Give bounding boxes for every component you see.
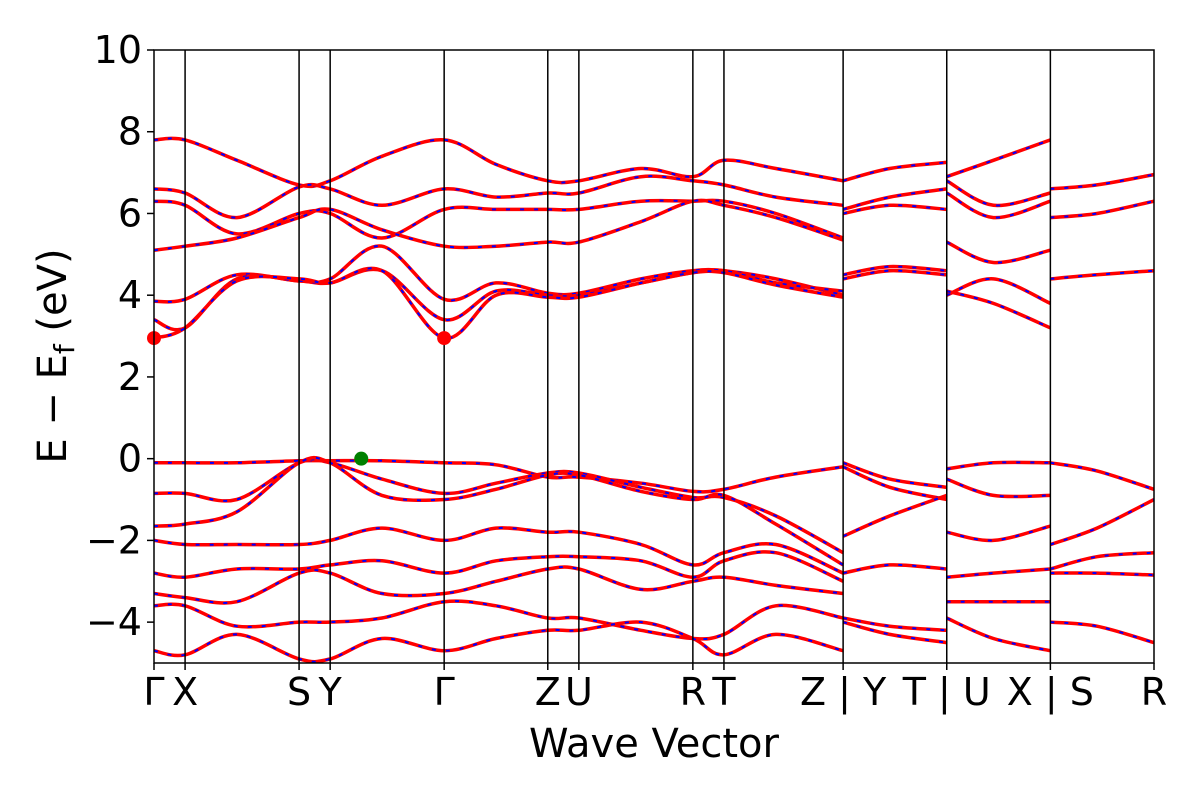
- band-line: [1050, 172, 1154, 191]
- y-axis-ticks: −4 −2 0 2 4 6 8 10: [86, 28, 154, 644]
- band-line: [946, 277, 1052, 306]
- band-line: [842, 465, 948, 502]
- cbm-marker: [437, 331, 452, 346]
- band-line-overlay: [946, 617, 1051, 652]
- band-line-overlay: [154, 550, 844, 583]
- x-tick-label: T | U: [902, 670, 991, 715]
- band-line: [842, 187, 947, 212]
- band-line: [154, 455, 845, 567]
- band-line: [945, 616, 1051, 653]
- band-line-overlay: [946, 478, 1051, 498]
- vbm-marker: [354, 451, 369, 466]
- band-line: [1049, 497, 1154, 547]
- x-tick-label: Y: [318, 670, 343, 714]
- band-line: [945, 240, 1051, 265]
- band-line-overlay: [946, 192, 1051, 219]
- y-tick-label: 2: [118, 355, 142, 399]
- band-line: [946, 289, 1052, 330]
- y-tick-label: 10: [94, 28, 142, 72]
- band-line: [154, 458, 844, 494]
- x-tick-label: U: [565, 670, 593, 714]
- band-line-overlay: [154, 199, 844, 240]
- band-line-overlay: [154, 621, 844, 663]
- band-line: [1050, 461, 1154, 491]
- plot-frame: [153, 49, 1155, 664]
- x-tick-label: Γ: [143, 670, 164, 714]
- band-line: [1050, 199, 1154, 220]
- band-line: [842, 203, 947, 216]
- x-tick-label: R: [680, 670, 706, 714]
- band-line: [842, 461, 947, 490]
- x-tick-label: R: [1141, 670, 1167, 714]
- y-axis-label: E − Ef (eV): [30, 248, 81, 463]
- high-symmetry-lines: [184, 50, 1052, 663]
- band-line: [1050, 620, 1154, 645]
- band-line: [842, 620, 947, 645]
- band-line: [154, 266, 844, 340]
- band-line: [154, 526, 844, 575]
- band-line-overlay: [154, 175, 844, 219]
- band-line: [154, 457, 844, 555]
- band-line: [946, 460, 1051, 471]
- band-line: [842, 160, 947, 183]
- band-line: [1050, 268, 1154, 281]
- band-line: [154, 198, 844, 252]
- y-axis-label-main: E − E: [30, 354, 76, 464]
- band-line-overlay: [154, 137, 844, 188]
- band-line: [154, 565, 844, 605]
- band-line: [1049, 550, 1154, 571]
- band-line-overlay: [154, 526, 844, 575]
- x-tick-label: Z: [535, 670, 561, 714]
- band-line: [842, 616, 947, 633]
- band-line: [946, 477, 1051, 499]
- band-line: [946, 567, 1051, 579]
- x-tick-label: S: [287, 670, 311, 714]
- band-line-overlay: [842, 465, 947, 501]
- y-tick-label: 0: [118, 437, 142, 481]
- band-line: [154, 550, 844, 583]
- y-axis-label-unit: (eV): [30, 248, 76, 344]
- band-line: [842, 563, 947, 575]
- band-line-overlay: [1050, 498, 1154, 546]
- y-axis-label-sub: f: [48, 343, 81, 354]
- x-tick-label: Γ: [434, 670, 455, 714]
- band-line-overlay: [154, 267, 844, 340]
- band-line: [842, 264, 947, 277]
- band-line-overlay: [154, 458, 844, 554]
- band-line: [946, 524, 1051, 543]
- band-line: [946, 138, 1051, 179]
- band-line: [154, 599, 844, 641]
- x-tick-label: T: [711, 670, 736, 714]
- x-tick-label: X | S: [1007, 670, 1094, 715]
- band-line-overlay: [154, 565, 844, 604]
- band-line-overlay: [946, 277, 1051, 305]
- y-tick-label: −2: [86, 518, 142, 562]
- y-tick-label: 4: [118, 273, 142, 317]
- band-line: [842, 268, 947, 281]
- band-line-overlay: [154, 600, 844, 640]
- x-tick-label: Z | Y: [800, 670, 887, 715]
- y-tick-label: −4: [86, 600, 142, 644]
- band-line: [842, 493, 948, 538]
- band-line: [154, 136, 844, 189]
- x-axis-label: Wave Vector: [529, 721, 780, 767]
- band-line: [1050, 571, 1154, 577]
- y-tick-label: 6: [118, 191, 142, 235]
- y-tick-label: 8: [118, 110, 142, 154]
- bands-layer: [154, 136, 1154, 663]
- x-tick-label: X: [172, 670, 198, 714]
- band-line-overlay: [946, 179, 1051, 207]
